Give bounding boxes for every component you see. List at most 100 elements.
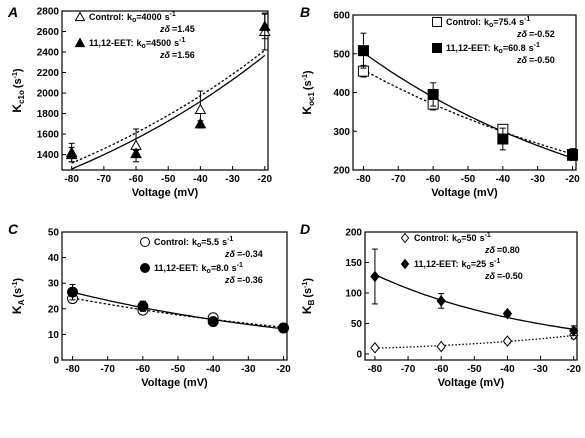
panel-letter: B [300,4,310,20]
legend-filled-triangle-marker [74,37,86,48]
legend-label: 11,12-EET: ko=25 s-1 [414,258,500,271]
x-axis-title: Voltage (mV) [141,377,208,389]
y-tick-label: 40 [48,253,60,264]
x-tick-label: -20 [276,364,291,375]
x-tick-label: -40 [496,174,511,185]
legend: Control: ko=4000 s-1zδ =1.45 11,12-EET: ko=45… [74,11,195,60]
legend-zdelta: zδ =-0.34 [224,249,263,259]
y-tick-label: 200 [345,228,362,239]
y-tick-label: 1400 [37,150,60,161]
x-tick-label: -80 [65,364,80,375]
y-axis-title: KA(s-1) [10,278,26,314]
series-eet [67,283,289,334]
legend-label: Control: ko=50 s-1 [414,232,491,245]
panel-a: A -80 -70 -60 -50 -40 -30 -20 1400 1600 1800 2000 22… [7,4,272,199]
x-tick-label: -60 [129,174,144,185]
y-tick-label: 300 [333,127,350,138]
filled-square-marker [357,45,369,57]
panel-c: C -80 -70 -60 -50 -40 -30 -20 0 10 20 30 40 50 Voltage… [8,221,291,389]
legend-filled-square-marker [432,43,442,53]
x-tick-label: -60 [136,364,151,375]
legend-open-triangle-marker [74,11,86,22]
x-tick-label: -30 [533,364,548,375]
panel-letter: D [300,221,310,237]
x-axis-title: Voltage (mV) [132,187,199,199]
x-tick-label: -60 [434,364,449,375]
legend-label: Control: ko=5.5 s-1 [154,236,233,249]
y-tick-label: 2600 [37,27,60,38]
filled-diamond-marker [436,295,446,307]
y-tick-label: 400 [333,88,350,99]
legend: Control: ko=50 s-1zδ =0.80 11,12-EET: ko=25 s-… [400,232,523,281]
x-tick-label: -50 [467,364,482,375]
x-tick-label: -20 [566,364,581,375]
panel-b: B -80 -70 -60 -50 -40 -30 -20 200 300 400 500 600 Vol… [300,4,580,199]
x-tick-label: -70 [100,364,115,375]
y-tick-label: 0 [53,356,59,367]
y-tick-label: 2400 [37,48,60,59]
filled-diamond-marker [569,324,579,337]
plot-frame [364,231,578,361]
y-axis-title: KB(s-1) [300,278,316,314]
x-tick-label: -80 [64,174,79,185]
filled-circle-marker [207,316,219,328]
y-axis-title: Kc1o(s-1) [10,68,26,112]
open-triangle-marker [194,103,207,114]
series-control [370,329,579,354]
y-tick-label: 10 [48,330,60,341]
fit-line-control [71,49,266,164]
legend: Control: ko=75.4 s-1zδ =-0.52 11,12-EET: ko=6… [432,16,555,65]
series-eet [370,248,579,337]
filled-square-marker [427,88,439,100]
x-tick-label: -30 [241,364,256,375]
legend-label: Control: ko=4000 s-1 [89,11,176,24]
series-eet [65,13,271,163]
x-tick-label: -30 [530,174,545,185]
filled-triangle-marker [65,148,78,160]
y-tick-label: 500 [333,49,350,60]
open-diamond-marker [436,340,446,353]
x-tick-label: -30 [225,174,240,185]
y-tick-label: 200 [333,166,350,177]
fit-line-control [374,334,574,349]
legend-label: 11,12-EET: ko=60.8 s-1 [446,42,540,55]
x-tick-label: -70 [401,364,416,375]
series-eet [357,32,579,161]
legend-open-diamond-marker [400,232,410,244]
legend-zdelta: zδ =1.56 [159,50,195,60]
filled-circle-marker [277,322,289,334]
x-tick-label: -80 [356,174,371,185]
filled-square-marker [497,133,509,145]
legend-open-square-marker [432,17,442,27]
y-tick-label: 600 [333,11,350,22]
legend-filled-circle-marker [140,263,150,273]
legend-zdelta: zδ =-0.50 [484,271,523,281]
x-tick-label: -50 [161,174,176,185]
y-tick-label: 30 [48,279,60,290]
x-axis-title: Voltage (mV) [438,377,505,389]
x-tick-label: -60 [426,174,441,185]
filled-circle-marker [67,286,79,298]
y-tick-label: 20 [48,304,60,315]
filled-square-marker [567,149,579,160]
legend-zdelta: zδ =-0.36 [224,275,263,285]
plot-frame [61,10,269,171]
filled-triangle-marker [194,117,207,129]
legend-label: 11,12-EET: ko=4500 s-1 [89,37,185,50]
legend-label: Control: ko=75.4 s-1 [446,16,530,29]
y-tick-label: 2800 [37,7,60,18]
y-tick-label: 2200 [37,68,60,79]
y-tick-label: 50 [48,228,60,239]
series-control [357,64,579,161]
x-tick-label: -70 [391,174,406,185]
fit-line-eet [363,52,573,159]
filled-triangle-marker [130,147,142,159]
open-diamond-marker [502,335,513,347]
y-tick-label: 2000 [37,89,60,100]
panel-letter: C [8,221,19,237]
x-tick-label: -40 [193,174,208,185]
y-tick-label: 1800 [37,109,60,120]
y-tick-label: 150 [345,258,362,269]
legend-filled-diamond-marker [400,258,410,270]
x-axis-title: Voltage (mV) [431,187,498,199]
